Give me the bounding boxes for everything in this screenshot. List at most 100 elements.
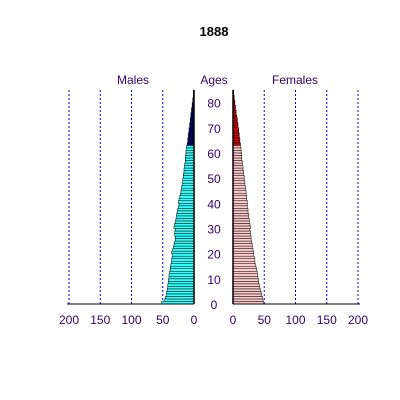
female-bar: [232, 238, 252, 242]
female-bar: [232, 192, 247, 196]
female-bar: [232, 255, 255, 259]
female-bar: [232, 271, 258, 275]
age-tick-label: 60: [207, 147, 221, 161]
female-bar: [232, 145, 241, 149]
female-bar: [232, 215, 249, 219]
female-bar: [232, 286, 261, 290]
female-bar: [232, 135, 240, 139]
male-bar: [173, 245, 195, 249]
male-x-tick-label: 100: [121, 313, 141, 327]
male-bar: [186, 145, 195, 149]
female-x-tick-label: 0: [230, 313, 237, 327]
male-bar: [181, 185, 195, 189]
female-bar: [232, 185, 246, 189]
male-x-tick-label: 200: [59, 313, 79, 327]
male-bar: [174, 233, 195, 237]
male-bar: [183, 170, 195, 174]
male-bar: [173, 243, 195, 247]
female-bar: [232, 248, 254, 252]
female-bar: [232, 155, 242, 159]
female-bar: [232, 165, 244, 169]
male-bar: [177, 208, 195, 212]
male-x-tick-label: 50: [156, 313, 170, 327]
male-bar: [182, 180, 195, 184]
male-bar: [183, 172, 195, 176]
male-bar: [166, 291, 195, 295]
male-bar: [171, 255, 195, 259]
female-bar: [232, 208, 249, 212]
male-bar: [188, 135, 195, 139]
male-bar: [175, 228, 195, 232]
male-bar: [174, 223, 195, 227]
female-bar: [232, 157, 242, 161]
male-bar: [176, 213, 195, 217]
male-bar: [185, 160, 195, 164]
female-bar: [232, 167, 244, 171]
female-bar: [232, 273, 258, 277]
male-bar: [170, 265, 195, 270]
male-bar: [168, 278, 195, 282]
female-bar: [232, 235, 252, 239]
age-tick-label: 0: [211, 298, 218, 312]
male-bar: [175, 218, 195, 222]
male-x-tick-label: 150: [90, 313, 110, 327]
ages-label: Ages: [200, 73, 227, 87]
female-bar: [232, 253, 254, 257]
age-tick-label: 40: [207, 197, 221, 211]
female-bar: [232, 160, 243, 164]
female-bar: [232, 203, 248, 207]
male-bar: [175, 238, 195, 242]
female-bar: [232, 140, 241, 144]
female-bar: [232, 291, 262, 295]
male-bar: [180, 190, 195, 194]
female-bar: [232, 240, 252, 244]
male-bar: [173, 225, 195, 229]
male-bar: [186, 147, 195, 151]
female-bar: [232, 210, 249, 214]
male-bar: [174, 240, 195, 244]
male-bar: [183, 167, 195, 171]
male-bar: [178, 205, 195, 209]
male-bar: [167, 283, 195, 287]
male-bar: [185, 150, 195, 154]
female-bar: [232, 200, 248, 204]
female-bar: [232, 225, 251, 229]
female-bar: [232, 278, 259, 282]
female-bar: [232, 250, 254, 254]
female-x-tick-label: 150: [317, 313, 337, 327]
female-bar: [232, 228, 251, 232]
male-bar: [164, 298, 195, 302]
female-bar: [232, 127, 239, 131]
female-bar: [232, 298, 264, 302]
female-bar: [232, 152, 242, 156]
male-bar: [176, 215, 195, 219]
female-bar: [232, 142, 241, 146]
male-bar: [187, 137, 195, 141]
age-tick-label: 80: [207, 97, 221, 111]
male-bar: [175, 235, 195, 239]
female-bar: [232, 187, 246, 191]
female-bar: [232, 172, 244, 176]
male-bar: [185, 152, 195, 156]
female-x-tick-label: 100: [285, 313, 305, 327]
male-bars: [161, 89, 195, 305]
female-bar: [232, 195, 247, 199]
age-tick-label: 20: [207, 248, 221, 262]
male-bar: [187, 140, 195, 144]
female-bar: [232, 218, 250, 222]
female-bar: [232, 150, 242, 154]
female-bar: [232, 265, 257, 270]
female-bar: [232, 137, 241, 141]
female-bar: [232, 276, 259, 280]
male-bar: [166, 293, 195, 297]
female-bar: [232, 230, 251, 234]
chart-title: 1888: [200, 24, 229, 39]
female-bar: [232, 180, 246, 184]
male-bar: [168, 273, 195, 277]
male-bar: [178, 200, 195, 204]
male-bar: [167, 286, 195, 290]
male-bar: [174, 230, 195, 234]
female-bar: [232, 245, 253, 249]
male-bar: [172, 253, 195, 257]
female-bar: [232, 268, 257, 272]
